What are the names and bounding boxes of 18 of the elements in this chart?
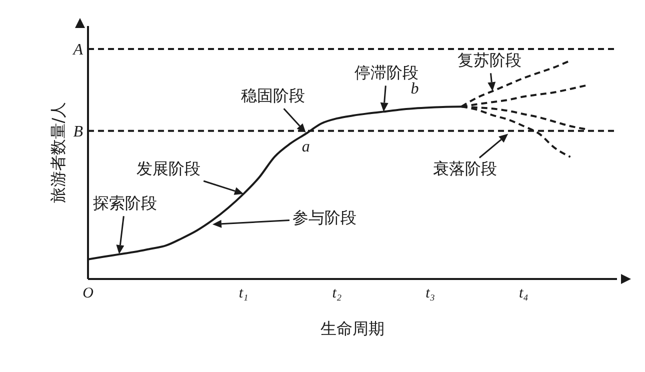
annotation: 参与阶段: [292, 208, 356, 227]
annotation: 停滞阶段: [354, 63, 419, 82]
annotation: 复苏阶段: [458, 50, 522, 70]
x-tick-label: t₃: [426, 286, 435, 302]
x-tick-label: O: [82, 286, 94, 302]
x-tick-label: t₂: [332, 286, 342, 302]
annotation: 发展阶段: [136, 159, 201, 178]
x-tick-label: t₄: [518, 286, 528, 302]
x-axis-title: 生命周期: [320, 319, 384, 338]
ref-line-label: B: [73, 124, 84, 141]
annotation: 探索阶段: [93, 193, 158, 212]
annotation: 稳固阶段: [240, 86, 305, 106]
annotation: a: [302, 138, 310, 156]
annotation: 衰落阶段: [433, 159, 498, 178]
annotation: b: [410, 80, 419, 98]
x-tick-label: t₁: [238, 286, 248, 302]
y-axis-title: 旅游者数量/人: [48, 102, 68, 204]
ref-line-label: A: [72, 42, 84, 59]
